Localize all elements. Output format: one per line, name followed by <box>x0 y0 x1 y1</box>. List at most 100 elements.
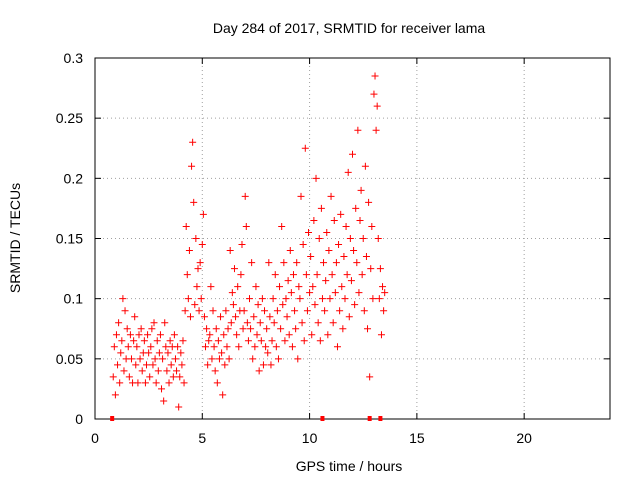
data-point <box>240 307 248 315</box>
data-point <box>305 228 313 236</box>
data-point <box>213 379 221 387</box>
data-point <box>258 295 266 303</box>
data-point <box>174 343 182 351</box>
data-point <box>120 367 128 375</box>
data-point <box>210 343 218 351</box>
data-point <box>198 241 206 249</box>
data-point <box>364 325 372 333</box>
data-point <box>252 283 260 291</box>
data-point <box>121 307 129 315</box>
data-point <box>318 295 326 303</box>
data-point <box>241 192 249 200</box>
data-point <box>286 247 294 255</box>
data-point <box>292 325 300 333</box>
data-point <box>162 343 170 351</box>
x-tick-label: 10 <box>302 430 318 446</box>
data-point <box>230 265 238 273</box>
data-point <box>126 331 134 339</box>
data-point <box>211 367 219 375</box>
data-point <box>151 355 159 363</box>
data-point <box>164 349 172 357</box>
data-point <box>161 319 169 327</box>
data-point <box>169 373 177 381</box>
data-point <box>214 337 222 345</box>
data-point <box>289 271 297 279</box>
data-point <box>283 313 291 321</box>
y-tick-label: 0.3 <box>64 50 84 66</box>
data-point <box>185 247 193 255</box>
data-point <box>227 319 235 327</box>
data-point <box>315 235 323 242</box>
data-point <box>300 337 308 345</box>
data-point <box>207 283 215 291</box>
data-point <box>297 192 305 200</box>
data-point <box>220 331 228 339</box>
data-point <box>308 331 316 339</box>
data-point <box>355 289 363 297</box>
data-point <box>380 307 388 315</box>
data-point <box>148 325 156 333</box>
data-point <box>371 72 379 80</box>
data-point <box>267 361 275 369</box>
data-point <box>358 271 366 279</box>
data-point <box>359 235 367 242</box>
data-point <box>179 337 187 345</box>
data-point <box>136 355 144 363</box>
x-tick-label: 5 <box>198 430 206 446</box>
data-point <box>291 307 299 315</box>
chart-title: Day 284 of 2017, SRMTID for receiver lam… <box>213 20 486 36</box>
y-tick-label: 0.25 <box>56 110 83 126</box>
data-point <box>117 349 125 357</box>
data-point <box>163 367 171 375</box>
data-point <box>208 355 216 363</box>
data-point <box>336 307 344 315</box>
data-point <box>251 343 259 351</box>
x-tick-label: 20 <box>516 430 532 446</box>
data-point <box>254 301 262 309</box>
data-point <box>266 313 274 321</box>
data-point <box>327 192 335 200</box>
data-point <box>369 295 377 303</box>
data-point <box>295 283 303 291</box>
data-point <box>160 397 168 405</box>
zero-marker <box>367 416 372 421</box>
data-point <box>137 325 145 333</box>
data-point <box>239 325 247 333</box>
data-point <box>361 162 369 170</box>
data-point <box>170 331 178 339</box>
zero-marker <box>110 416 115 421</box>
data-point <box>316 337 324 345</box>
axis-ticks: 0 0.05 0.1 0.15 0.2 0.25 0.3 0 5 10 15 20 <box>56 50 610 446</box>
data-point <box>133 343 141 351</box>
data-point <box>350 247 358 255</box>
data-point <box>341 295 349 303</box>
y-tick-label: 0.1 <box>64 291 84 307</box>
data-point <box>145 349 153 357</box>
data-point <box>302 271 310 279</box>
data-point <box>285 331 293 339</box>
data-point <box>339 325 347 333</box>
data-point <box>256 319 264 327</box>
data-point <box>347 277 355 285</box>
data-point <box>222 307 230 315</box>
data-point <box>367 265 375 273</box>
data-point <box>125 373 133 381</box>
data-point <box>217 313 225 321</box>
data-point <box>199 210 207 218</box>
data-point <box>372 126 380 134</box>
data-point <box>329 319 337 327</box>
data-point <box>140 337 148 345</box>
data-point <box>155 349 163 357</box>
data-point <box>257 337 265 345</box>
data-point <box>209 307 217 315</box>
data-point <box>111 391 119 399</box>
data-point <box>206 331 214 339</box>
data-point <box>272 343 280 351</box>
data-point <box>156 331 164 339</box>
data-point <box>166 337 174 345</box>
data-point <box>294 355 302 363</box>
data-point <box>311 301 319 309</box>
data-point <box>379 283 387 291</box>
data-point <box>159 355 167 363</box>
data-point <box>344 168 352 176</box>
